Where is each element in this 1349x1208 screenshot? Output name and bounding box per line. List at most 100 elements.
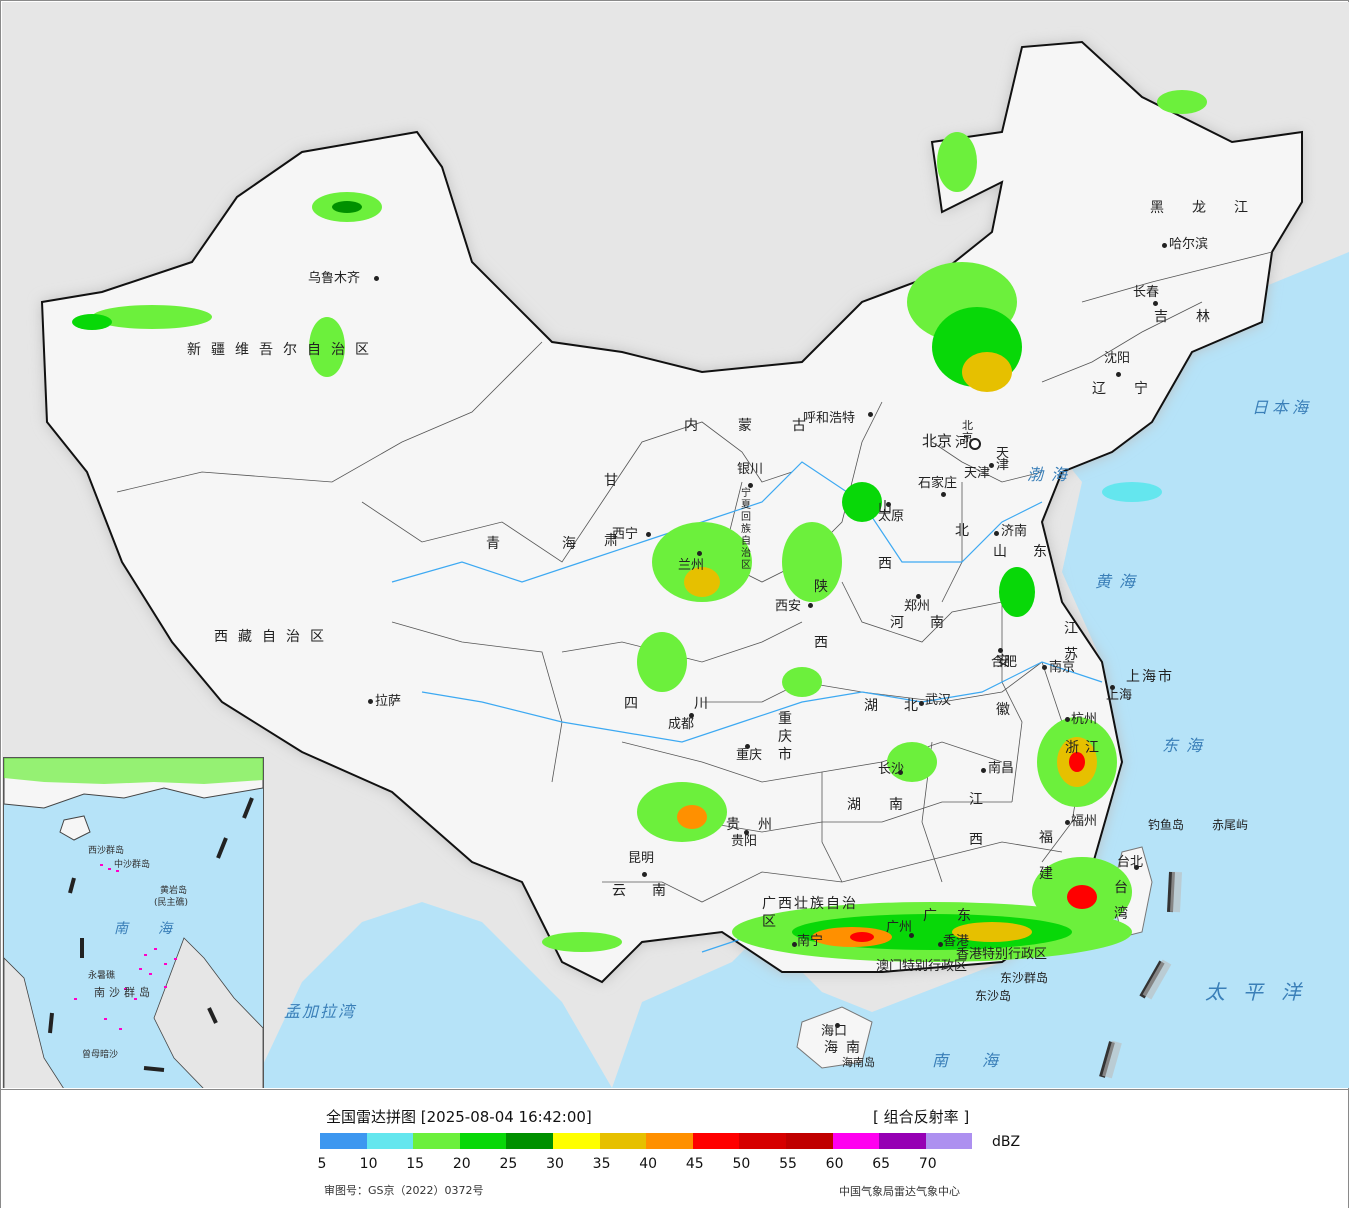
city-dot (981, 768, 986, 773)
city-dot (1162, 243, 1167, 248)
city-dot (1116, 372, 1121, 377)
sea-label-huanghai: 黄海 (1095, 572, 1144, 591)
city-label-hohhot: 呼和浩特 (803, 411, 856, 426)
city-dot (689, 713, 694, 718)
bay-of-bengal (252, 902, 612, 1088)
province-label-hebei: 河北 (955, 435, 969, 539)
legend-tick-label: 5 (317, 1156, 327, 1172)
sea-label-bohai: 渤海 (1027, 465, 1076, 484)
province-label-xizang: 西藏自治区 (214, 629, 334, 645)
radar-echoes (72, 90, 1207, 962)
city-dot (938, 942, 943, 947)
organization-label: 中国气象局雷达气象中心 (839, 1185, 960, 1198)
city-label-hangzhou: 杭州 (1071, 712, 1098, 727)
inset-canvas (4, 758, 263, 1088)
province-label-liaoning: 辽宁 (1092, 381, 1176, 397)
city-dot (808, 603, 813, 608)
inset-label-nansha: 南沙群岛 (94, 986, 154, 999)
city-label-taipei: 台北 (1117, 855, 1144, 870)
province-label-guizhou: 贵州 (726, 817, 790, 833)
province-label-guangdong: 广东 (923, 908, 991, 924)
legend-tick-label: 20 (452, 1156, 471, 1172)
legend-tick-label: 60 (825, 1156, 844, 1172)
city-dot (868, 412, 873, 417)
capital-marker (969, 438, 981, 450)
legend-swatch (879, 1133, 926, 1149)
province-label-hainan: 海南 (824, 1040, 868, 1056)
province-label-hk: 香港特别行政区 (956, 947, 1048, 962)
city-dot (697, 551, 702, 556)
province-label-henan: 河南 (890, 615, 970, 631)
province-label-macao: 澳门特别行政区 (876, 959, 968, 974)
city-label-lanzhou: 兰州 (678, 558, 705, 573)
legend-tick-label: 10 (359, 1156, 378, 1172)
city-dot (989, 463, 994, 468)
city-dot (642, 872, 647, 877)
city-label-yinchuan: 银川 (737, 462, 764, 477)
ocean-area (612, 252, 1349, 1088)
city-dot (898, 770, 903, 775)
legend-tick-label: 15 (406, 1156, 425, 1172)
unit-label: dBZ (992, 1134, 1021, 1150)
inset-label-yongshu: 永暑礁 (88, 971, 116, 981)
province-label-yunnan: 云南 (612, 883, 692, 899)
city-dot (916, 594, 921, 599)
city-label-chengdu: 成都 (668, 717, 695, 732)
legend-swatch (320, 1133, 367, 1149)
city-label-shanghai: 上海 (1106, 688, 1133, 703)
province-label-anhui: 安徽 (996, 654, 1010, 718)
province-label-zhejiang: 浙江 (1065, 740, 1105, 756)
province-label-qinghai: 青海 (486, 536, 638, 552)
city-label-guiyang: 贵阳 (731, 834, 758, 849)
city-dot (1134, 865, 1139, 870)
city-label-hongkong: 香港 (943, 934, 970, 949)
city-dot (886, 502, 891, 507)
city-dot (835, 1023, 840, 1028)
city-label-changsha: 长沙 (878, 762, 905, 777)
city-dot (1065, 820, 1070, 825)
city-label-guangzhou: 广州 (886, 920, 913, 935)
island-label-dongsha: 东沙岛 (975, 989, 1012, 1003)
city-label-fuzhou: 福州 (1071, 814, 1098, 829)
city-dot (994, 531, 999, 536)
city-label-urumqi: 乌鲁木齐 (308, 271, 361, 286)
city-label-harbin: 哈尔滨 (1169, 237, 1209, 252)
province-label-ningxia: 宁夏回族自治区 (741, 488, 751, 571)
city-label-xian: 西安 (775, 599, 802, 614)
island-label-diaoyu: 钓鱼岛 (1148, 818, 1185, 832)
city-label-nanchang: 南昌 (988, 761, 1015, 776)
city-dot (1153, 301, 1158, 306)
city-dot (368, 699, 373, 704)
island-label-hainan: 海南岛 (842, 1056, 875, 1069)
city-dot (1042, 665, 1047, 670)
inset-label-zengmu: 曾母暗沙 (82, 1050, 119, 1060)
sea-label-mengjiala: 孟加拉湾 (284, 1002, 357, 1021)
province-label-jiangsu: 江苏 (1064, 621, 1078, 663)
province-label-heilongjiang: 黑龙江 (1150, 200, 1276, 216)
province-label-jilin: 吉林 (1154, 309, 1238, 325)
city-label-zhengzhou: 郑州 (904, 599, 931, 614)
city-dot (792, 942, 797, 947)
province-label-shaanxi: 陕西 (814, 579, 828, 651)
province-label-fujian: 福建 (1039, 830, 1053, 882)
city-dot (998, 648, 1003, 653)
city-label-shijiazhuang: 石家庄 (918, 476, 958, 491)
legend-tick-label: 55 (779, 1156, 797, 1172)
legend-tick-label: 65 (872, 1156, 891, 1172)
legend-title: 全国雷达拼图 [2025-08-04 16:42:00] (326, 1108, 592, 1126)
province-label-beijing: 北京 (962, 419, 973, 444)
city-dot (374, 276, 379, 281)
legend-swatch (832, 1133, 880, 1149)
city-label-kunming: 昆明 (628, 851, 655, 866)
inset-label-huangyan: 黄岩岛 (160, 886, 188, 896)
legend-tick-label: 45 (685, 1156, 704, 1172)
legend-tick-label: 25 (499, 1156, 518, 1172)
legend-tick-label: 30 (546, 1156, 564, 1172)
legend-tick-label: 35 (592, 1156, 611, 1172)
city-dot (1110, 685, 1115, 690)
city-label-changchun: 长春 (1133, 285, 1160, 300)
province-label-shandong: 山东 (993, 544, 1073, 560)
province-label-shanxi: 山西 (878, 500, 892, 572)
legend-tick-label: 50 (732, 1156, 751, 1172)
